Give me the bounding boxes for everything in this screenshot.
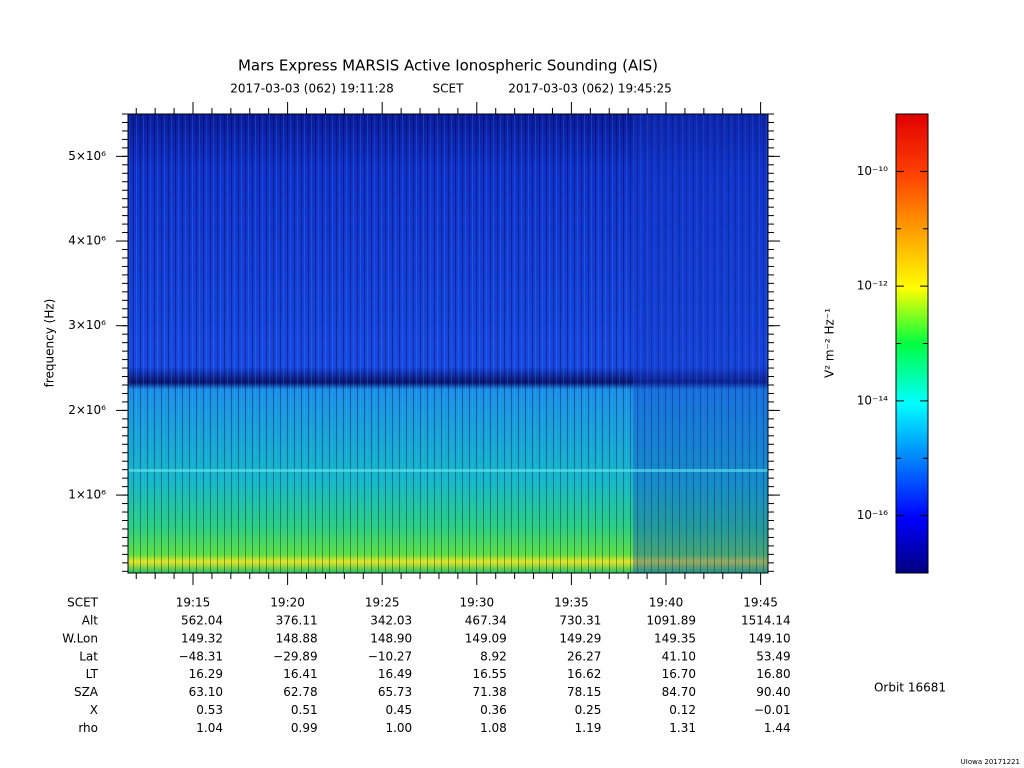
table-cell: 41.10 bbox=[662, 649, 696, 663]
table-cell: 0.99 bbox=[291, 721, 318, 735]
x-tick-label: 19:15 bbox=[176, 596, 211, 610]
y-tick-label: 1×10⁶ bbox=[68, 488, 106, 502]
x-tick-label: 19:35 bbox=[554, 596, 589, 610]
table-row-label: Lat bbox=[79, 649, 98, 663]
table-cell: 0.25 bbox=[575, 703, 602, 717]
table-cell: 78.15 bbox=[567, 685, 601, 699]
table-cell: 1.04 bbox=[196, 721, 223, 735]
table-cell: 16.80 bbox=[756, 667, 790, 681]
end-time: 2017-03-03 (062) 19:45:25 bbox=[508, 82, 672, 96]
table-cell: 0.45 bbox=[385, 703, 412, 717]
table-cell: 90.40 bbox=[756, 685, 790, 699]
table-cell: 0.51 bbox=[291, 703, 318, 717]
table-cell: 26.27 bbox=[567, 649, 601, 663]
table-cell: 8.92 bbox=[480, 649, 507, 663]
colorbar-tick-label: 10⁻¹⁶ bbox=[857, 508, 888, 522]
table-cell: −0.01 bbox=[754, 703, 791, 717]
table-cell: 148.88 bbox=[276, 631, 318, 645]
colorbar-tick-label: 10⁻¹⁰ bbox=[857, 164, 888, 178]
credit: UIowa 20171221 bbox=[961, 758, 1020, 766]
table-cell: 149.10 bbox=[749, 631, 791, 645]
table-cell: 149.29 bbox=[559, 631, 601, 645]
table-row-label: rho bbox=[78, 721, 98, 735]
table-cell: 1514.14 bbox=[741, 614, 791, 628]
table-cell: 16.55 bbox=[472, 667, 506, 681]
table-cell: −29.89 bbox=[273, 649, 317, 663]
x-tick-label: 19:25 bbox=[365, 596, 400, 610]
table-cell: 0.53 bbox=[196, 703, 223, 717]
colorbar bbox=[895, 113, 929, 574]
time-frame: SCET bbox=[433, 82, 465, 96]
table-row-label: Alt bbox=[82, 614, 99, 628]
table-row-label: W.Lon bbox=[62, 631, 98, 645]
colorbar-tick-label: 10⁻¹² bbox=[857, 279, 888, 293]
plot-frame bbox=[127, 113, 769, 574]
y-tick-label: 3×10⁶ bbox=[68, 318, 106, 332]
table-cell: 1091.89 bbox=[646, 614, 696, 628]
table-cell: 71.38 bbox=[472, 685, 506, 699]
table-cell: 148.90 bbox=[370, 631, 412, 645]
table-row-label: LT bbox=[86, 667, 99, 681]
table-cell: 1.00 bbox=[385, 721, 412, 735]
table-cell: 16.49 bbox=[378, 667, 412, 681]
x-tick-label: 19:20 bbox=[270, 596, 305, 610]
colorbar-label: V² m⁻² Hz⁻¹ bbox=[823, 308, 837, 378]
table-cell: 0.36 bbox=[480, 703, 507, 717]
table-cell: 376.11 bbox=[276, 614, 318, 628]
table-cell: 16.29 bbox=[189, 667, 223, 681]
x-tick-label: 19:45 bbox=[743, 596, 778, 610]
table-time-label: SCET bbox=[67, 596, 99, 610]
table-cell: 149.32 bbox=[181, 631, 223, 645]
spectrogram-late bbox=[633, 114, 768, 573]
colorbar-tick-label: 10⁻¹⁴ bbox=[857, 393, 888, 407]
table-cell: 0.12 bbox=[669, 703, 696, 717]
y-axis-label: frequency (Hz) bbox=[43, 299, 57, 388]
table-cell: 730.31 bbox=[559, 614, 601, 628]
y-tick-label: 4×10⁶ bbox=[68, 234, 106, 248]
table-cell: −10.27 bbox=[368, 649, 412, 663]
table-cell: 1.19 bbox=[575, 721, 602, 735]
table-row-label: SZA bbox=[74, 685, 99, 699]
table-cell: −48.31 bbox=[179, 649, 223, 663]
table-cell: 562.04 bbox=[181, 614, 223, 628]
table-cell: 16.62 bbox=[567, 667, 601, 681]
y-tick-label: 5×10⁶ bbox=[68, 149, 106, 163]
table-cell: 53.49 bbox=[756, 649, 790, 663]
table-cell: 16.70 bbox=[662, 667, 696, 681]
table-cell: 65.73 bbox=[378, 685, 412, 699]
orbit: Orbit 16681 bbox=[874, 681, 946, 695]
table-row-label: X bbox=[90, 703, 98, 717]
table-cell: 1.31 bbox=[669, 721, 696, 735]
table-cell: 63.10 bbox=[189, 685, 223, 699]
start-time: 2017-03-03 (062) 19:11:28 bbox=[230, 82, 394, 96]
table-cell: 16.41 bbox=[283, 667, 317, 681]
table-cell: 467.34 bbox=[465, 614, 507, 628]
chart-title: Mars Express MARSIS Active Ionospheric S… bbox=[238, 57, 658, 75]
x-tick-label: 19:40 bbox=[649, 596, 684, 610]
table-cell: 1.08 bbox=[480, 721, 507, 735]
y-tick-label: 2×10⁶ bbox=[68, 403, 106, 417]
table-cell: 84.70 bbox=[662, 685, 696, 699]
spectrogram-line bbox=[128, 469, 768, 472]
table-cell: 1.44 bbox=[764, 721, 791, 735]
table-cell: 149.35 bbox=[654, 631, 696, 645]
table-cell: 62.78 bbox=[283, 685, 317, 699]
x-tick-label: 19:30 bbox=[460, 596, 495, 610]
table-cell: 342.03 bbox=[370, 614, 412, 628]
spectrogram-texture bbox=[128, 114, 768, 573]
table-cell: 149.09 bbox=[465, 631, 507, 645]
